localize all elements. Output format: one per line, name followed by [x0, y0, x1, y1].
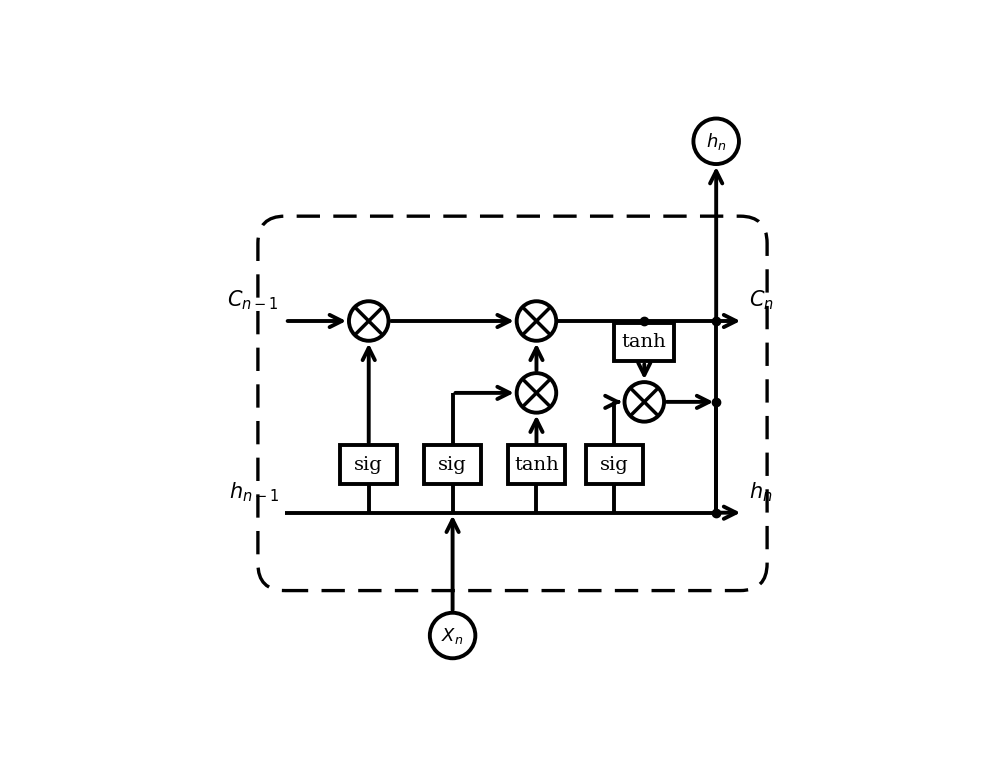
Text: $h_n$: $h_n$ — [749, 480, 773, 503]
Bar — [340, 445, 397, 484]
Text: $X_n$: $X_n$ — [441, 626, 464, 646]
Bar — [614, 323, 674, 362]
Bar — [586, 445, 643, 484]
FancyBboxPatch shape — [258, 216, 767, 591]
Text: $h_{n-1}$: $h_{n-1}$ — [229, 480, 279, 503]
Text: sig: sig — [600, 456, 629, 474]
Text: sig: sig — [438, 456, 467, 474]
Text: $C_{n-1}$: $C_{n-1}$ — [227, 289, 279, 312]
Bar — [508, 445, 565, 484]
Text: $C_n$: $C_n$ — [749, 289, 774, 312]
Text: tanh: tanh — [622, 333, 667, 351]
Text: $h_n$: $h_n$ — [706, 131, 726, 152]
Bar — [424, 445, 481, 484]
Text: tanh: tanh — [514, 456, 559, 474]
Text: sig: sig — [354, 456, 383, 474]
